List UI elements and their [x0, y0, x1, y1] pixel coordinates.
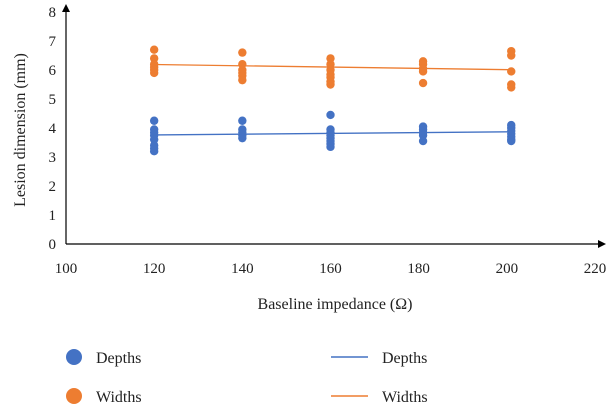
data-point-widths: [507, 83, 516, 92]
data-point-widths: [418, 67, 428, 76]
data-point-depths: [507, 136, 516, 146]
x-tick-label: 100: [55, 261, 78, 277]
data-point-depths: [238, 133, 247, 143]
data-point-depths: [149, 135, 159, 144]
data-point-widths: [238, 48, 247, 57]
y-tick-label: 6: [49, 63, 57, 79]
y-tick-labels: 0 1 2 3 4 5 6 7 8: [49, 5, 57, 253]
data-point-widths: [507, 51, 516, 60]
x-tick-label: 200: [496, 261, 519, 277]
data-point-widths: [326, 80, 335, 89]
x-tick-label: 180: [407, 261, 430, 277]
legend-label-depths-points: Depths: [96, 350, 141, 367]
x-tick-label: 120: [143, 261, 166, 277]
x-tick-label: 220: [584, 261, 607, 277]
y-tick-label: 5: [49, 92, 57, 108]
x-axis-arrow: [598, 240, 606, 248]
data-point-widths: [326, 54, 335, 63]
data-point-widths: [326, 59, 335, 69]
x-tick-label: 160: [319, 261, 342, 277]
x-axis-title: Baseline impedance (Ω): [258, 296, 413, 313]
y-tick-label: 1: [49, 208, 57, 224]
data-point-widths: [149, 45, 159, 54]
data-point-depths: [238, 116, 247, 125]
legend-label-widths-points: Widths: [96, 389, 142, 406]
data-point-widths: [238, 75, 247, 85]
data-point-depths: [326, 110, 335, 120]
y-tick-label: 2: [49, 179, 57, 195]
x-tick-label: 140: [231, 261, 254, 277]
y-axis-arrow: [62, 4, 70, 12]
data-point-depths: [149, 116, 159, 125]
data-points: [149, 45, 516, 156]
legend-marker-depths: [66, 349, 82, 365]
legend-label-widths-trendline: Widths: [382, 389, 428, 406]
y-tick-label: 8: [49, 5, 57, 21]
data-point-depths: [326, 142, 335, 152]
data-point-depths: [418, 131, 428, 140]
x-tick-labels: 100 120 140 160 180 200 220: [55, 261, 607, 277]
y-tick-label: 0: [49, 237, 57, 253]
legend: Depths Widths Depths Widths: [66, 349, 428, 406]
data-point-depths: [149, 147, 159, 156]
data-point-widths: [149, 68, 159, 78]
data-point-widths: [149, 54, 159, 63]
legend-marker-widths: [66, 388, 82, 404]
legend-label-depths-trendline: Depths: [382, 350, 427, 367]
y-tick-label: 3: [49, 150, 57, 166]
data-point-widths: [507, 67, 516, 76]
y-tick-label: 7: [49, 34, 57, 50]
data-point-depths: [418, 136, 428, 146]
axes: [62, 4, 606, 248]
data-point-widths: [238, 59, 247, 69]
y-tick-label: 4: [49, 121, 57, 137]
y-axis-title: Lesion dimension (mm): [12, 53, 29, 207]
data-point-widths: [418, 78, 428, 88]
